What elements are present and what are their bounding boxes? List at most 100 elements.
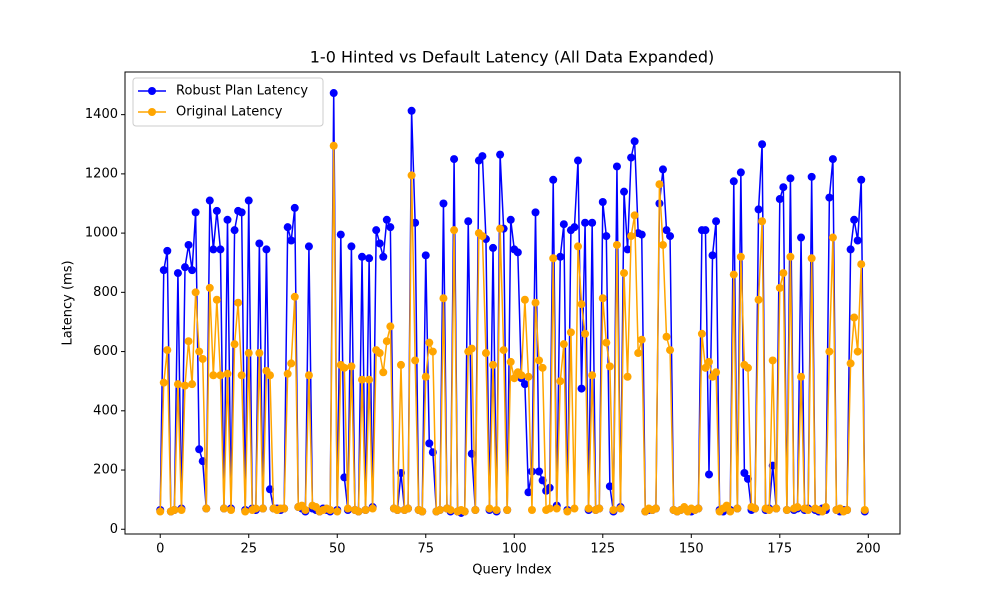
point — [712, 368, 721, 377]
point — [853, 347, 862, 356]
x-tick-label: 50 — [329, 542, 346, 557]
point — [372, 226, 381, 235]
point — [758, 217, 767, 226]
point — [460, 507, 469, 516]
point — [655, 180, 664, 189]
point — [450, 155, 459, 164]
point — [736, 168, 745, 177]
point — [573, 156, 582, 165]
point — [768, 356, 777, 365]
point — [531, 298, 540, 307]
point — [602, 232, 611, 241]
point — [804, 506, 813, 515]
point — [173, 269, 182, 278]
point — [658, 240, 667, 249]
point — [588, 371, 597, 380]
point — [807, 254, 816, 263]
point — [329, 141, 338, 150]
point — [368, 504, 377, 513]
point — [287, 359, 296, 368]
point — [481, 349, 490, 358]
point — [772, 504, 781, 513]
point — [850, 313, 859, 322]
point — [237, 371, 246, 380]
point — [630, 137, 639, 146]
point — [379, 252, 388, 261]
point — [156, 507, 165, 516]
point — [598, 294, 607, 303]
point — [301, 506, 310, 515]
point — [283, 223, 292, 232]
point — [499, 346, 508, 355]
point — [421, 251, 430, 260]
point — [513, 248, 522, 257]
point — [524, 488, 533, 497]
y-axis-label: Latency (ms) — [61, 260, 76, 345]
point — [177, 506, 186, 515]
point — [807, 172, 816, 181]
point — [545, 504, 554, 513]
point — [496, 150, 505, 159]
point — [170, 506, 179, 515]
point — [212, 206, 221, 215]
point — [428, 347, 437, 356]
point — [658, 165, 667, 174]
point — [280, 504, 289, 513]
point — [375, 239, 384, 248]
point — [598, 198, 607, 207]
y-tick-label: 800 — [93, 285, 118, 300]
point — [329, 89, 338, 98]
point — [163, 246, 172, 255]
point — [825, 347, 834, 356]
point — [375, 349, 384, 358]
point — [573, 242, 582, 251]
point — [828, 155, 837, 164]
point — [751, 504, 760, 513]
point — [478, 232, 487, 241]
point — [251, 504, 260, 513]
point — [527, 506, 536, 515]
point — [485, 504, 494, 513]
point — [496, 224, 505, 233]
point — [559, 220, 568, 229]
point — [237, 208, 246, 217]
point — [209, 371, 218, 380]
point — [223, 215, 232, 224]
x-tick-label: 175 — [767, 542, 792, 557]
point — [227, 506, 236, 515]
point — [733, 504, 742, 513]
point — [489, 360, 498, 369]
point — [612, 240, 621, 249]
x-tick-label: 75 — [417, 542, 434, 557]
point — [556, 252, 565, 261]
point — [287, 236, 296, 245]
point — [181, 381, 190, 390]
point — [358, 252, 367, 261]
point — [666, 346, 675, 355]
point — [860, 506, 869, 515]
point — [630, 211, 639, 220]
point — [234, 298, 243, 307]
point — [439, 294, 448, 303]
point — [347, 242, 356, 251]
point — [627, 232, 636, 241]
point — [181, 263, 190, 272]
point — [223, 369, 232, 378]
point — [797, 233, 806, 242]
y-tick-label: 600 — [93, 344, 118, 359]
point — [754, 295, 763, 304]
point — [191, 288, 200, 297]
point — [666, 232, 675, 241]
point — [825, 193, 834, 202]
point — [517, 371, 526, 380]
point — [188, 380, 197, 389]
point — [853, 236, 862, 245]
point — [535, 356, 544, 365]
point — [722, 501, 731, 510]
point — [506, 357, 515, 366]
point — [244, 196, 253, 205]
point — [524, 372, 533, 381]
point — [382, 337, 391, 346]
point — [793, 503, 802, 512]
